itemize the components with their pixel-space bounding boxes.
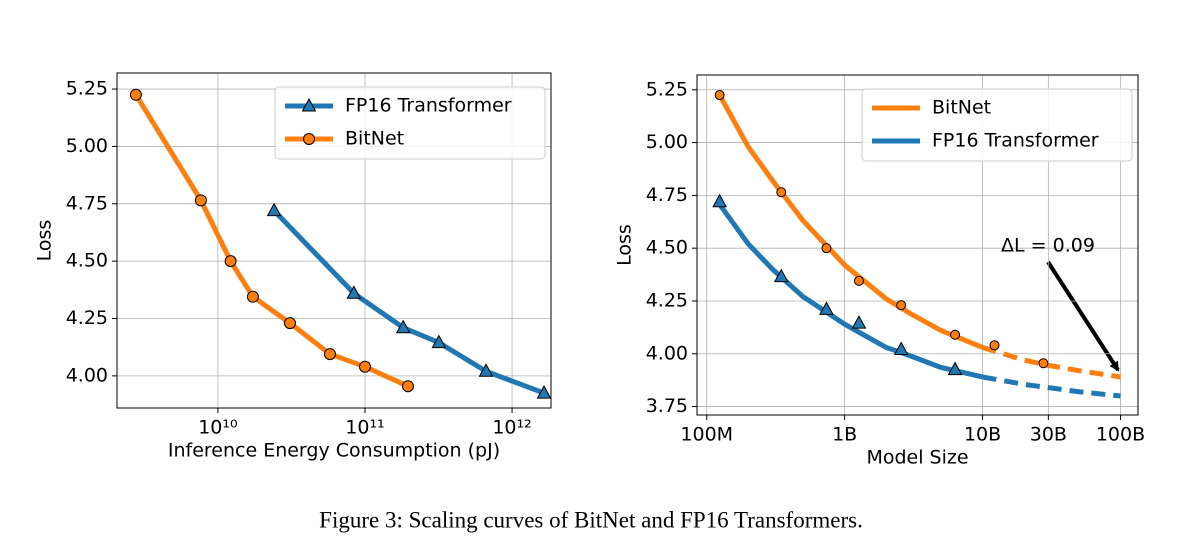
- marker: [431, 334, 447, 349]
- fit-line: [717, 93, 984, 350]
- x-tick-label: 10B: [964, 424, 1001, 446]
- marker: [395, 319, 411, 334]
- marker: [893, 341, 909, 356]
- marker: [194, 194, 207, 207]
- y-axis-label: Loss: [34, 220, 56, 262]
- annotation-arrow: [1046, 260, 1120, 372]
- y-tick-label: 5.25: [646, 78, 688, 100]
- marker: [1038, 358, 1049, 369]
- fit-extrapolation: [981, 345, 1121, 380]
- legend-label: BitNet: [345, 128, 404, 150]
- y-tick-label: 4.25: [646, 289, 688, 311]
- legend-marker: [301, 97, 317, 112]
- y-tick-label: 5.00: [66, 135, 108, 157]
- series-line: [272, 208, 545, 396]
- marker: [989, 340, 1000, 351]
- y-tick-label: 4.50: [66, 250, 108, 272]
- x-tick-label: 30B: [1030, 424, 1067, 446]
- plot-frame: [116, 72, 552, 409]
- y-tick-label: 5.00: [646, 131, 688, 153]
- y-tick-label: 5.25: [66, 78, 108, 100]
- marker: [712, 193, 727, 208]
- marker: [478, 363, 494, 377]
- x-tick-label: 10¹¹: [345, 417, 384, 439]
- marker: [714, 90, 725, 101]
- marker: [129, 88, 142, 101]
- annotation: ΔL = 0.09: [1001, 235, 1095, 257]
- marker: [853, 275, 864, 286]
- x-tick-label: 1B: [832, 424, 857, 446]
- marker: [776, 187, 787, 198]
- x-tick-label: 10¹⁰: [198, 417, 237, 439]
- marker: [950, 329, 961, 340]
- legend-box: [274, 86, 546, 160]
- y-tick-label: 4.75: [66, 192, 108, 214]
- caption: Figure 3: Scaling curves of BitNet and F…: [319, 507, 863, 532]
- y-tick-label: 3.75: [646, 395, 688, 417]
- marker: [819, 301, 834, 315]
- series-line: [133, 93, 409, 389]
- y-tick-label: 4.00: [66, 364, 108, 386]
- y-tick-label: 4.25: [66, 307, 108, 329]
- y-tick-label: 4.50: [646, 237, 688, 259]
- fit-extrapolation: [982, 374, 1121, 399]
- marker: [224, 255, 237, 268]
- x-axis-label: Model Size: [866, 447, 968, 469]
- marker: [346, 285, 362, 299]
- marker: [536, 385, 552, 399]
- marker: [821, 243, 832, 254]
- legend-label: BitNet: [932, 97, 991, 119]
- marker: [947, 361, 963, 376]
- marker: [358, 360, 371, 373]
- legend-marker: [303, 133, 315, 145]
- legend-box: [861, 88, 1133, 162]
- legend-label: FP16 Transformer: [932, 130, 1099, 152]
- x-axis-label: Inference Energy Consumption (pJ): [168, 440, 500, 462]
- marker: [283, 317, 296, 330]
- marker: [773, 268, 789, 283]
- x-tick-label: 10¹²: [492, 417, 531, 439]
- y-tick-label: 4.75: [646, 184, 688, 206]
- x-tick-label: 100M: [680, 424, 733, 446]
- marker: [851, 315, 867, 329]
- plot-frame: [696, 74, 1139, 416]
- marker: [266, 202, 282, 217]
- marker: [246, 290, 259, 303]
- marker: [323, 348, 336, 361]
- y-tick-label: 4.00: [646, 342, 688, 364]
- fit-line: [715, 200, 984, 380]
- marker: [401, 380, 414, 393]
- legend-label: FP16 Transformer: [345, 95, 512, 117]
- marker: [896, 300, 907, 311]
- y-axis-label: Loss: [614, 224, 636, 266]
- x-tick-label: 100B: [1096, 424, 1145, 446]
